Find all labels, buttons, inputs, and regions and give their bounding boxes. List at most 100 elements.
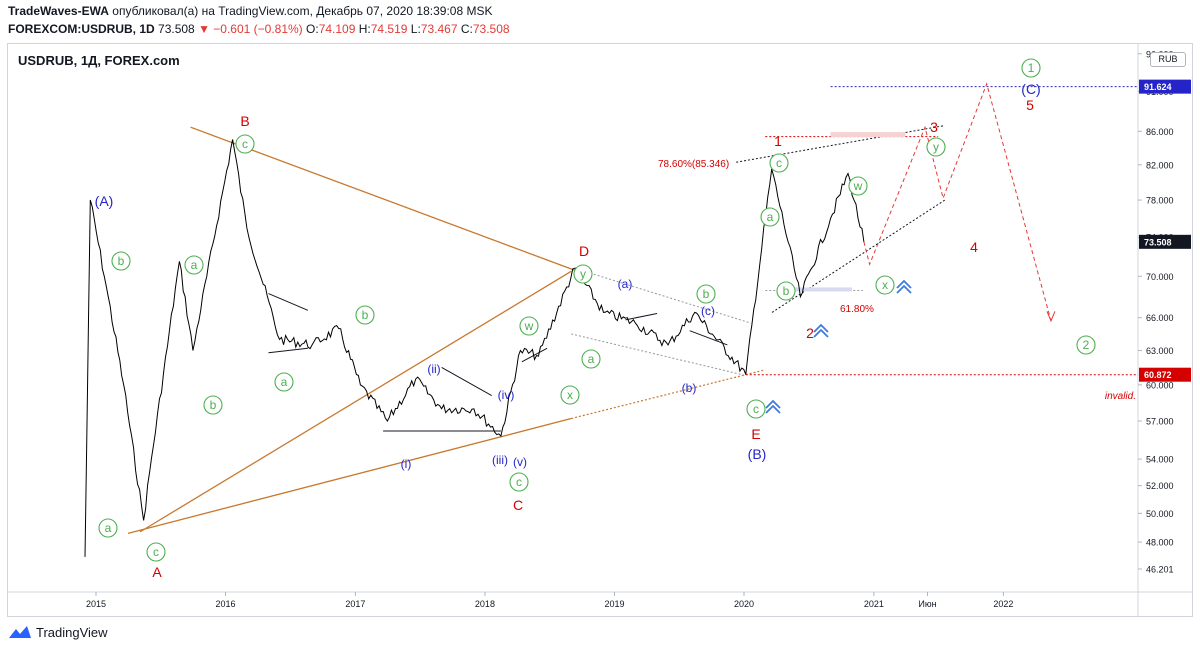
- wave-label-x-circle: [560, 385, 580, 405]
- projection-path: [863, 82, 1052, 322]
- wave-label-c-circle: [235, 134, 255, 154]
- projection-arrow-icon: [1046, 311, 1056, 323]
- close-value: 73.508: [472, 22, 510, 36]
- fib-618-label: 61.80%: [840, 304, 874, 315]
- y-tick-label: 48.000: [1146, 538, 1174, 548]
- symbol-info: FOREXCOM:USDRUB, 1D 73.508 ▼ −0.601 (−0.…: [8, 22, 510, 36]
- wave-label-c-circle: [509, 472, 529, 492]
- wave-label-y: y: [580, 267, 586, 281]
- wave-label-a-circle: [760, 207, 780, 227]
- chevron-up-icon: [813, 323, 829, 338]
- x-tick-label: 2022: [993, 599, 1013, 609]
- wave-label-3-red: 3: [930, 119, 938, 135]
- wave-label-b-circle: [696, 284, 716, 304]
- wave-label-y: y: [933, 140, 939, 154]
- wedge-lower-line: [771, 199, 946, 313]
- y-tick-label: 50.000: [1146, 509, 1174, 519]
- y-tick-label: 52.000: [1146, 481, 1174, 491]
- chart-title: USDRUB, 1Д, FOREX.com: [18, 53, 180, 68]
- price-tag: [1139, 367, 1191, 382]
- price-tag-label: 73.508: [1144, 237, 1172, 247]
- triangle-b-line: [190, 126, 575, 271]
- wave-label-pb: (b): [682, 381, 697, 395]
- price-tag: [1139, 234, 1191, 249]
- wave-label-w-circle: [519, 316, 539, 336]
- small-triangle-line: [689, 330, 728, 346]
- high-label: H:: [358, 22, 371, 36]
- wave-label-i: (i): [401, 457, 412, 471]
- wave-label-a: a: [281, 375, 288, 389]
- wave-label-b-circle: [203, 395, 223, 415]
- wave-label-b-circle: [355, 305, 375, 325]
- author-name[interactable]: TradeWaves-EWA: [8, 4, 109, 18]
- close-label: C:: [460, 22, 473, 36]
- fib-618-band: [786, 287, 852, 292]
- wave-label-x-circle: [875, 275, 895, 295]
- channel-lower-line: [571, 333, 746, 377]
- brand-name[interactable]: TradingView: [36, 624, 108, 640]
- wave-label-ii: (ii): [427, 362, 440, 376]
- wave-label-b: b: [118, 254, 125, 268]
- wave-label-2-red: 2: [806, 325, 814, 341]
- wave-label-2: 2: [1083, 338, 1090, 352]
- wave-label-x: x: [882, 278, 888, 292]
- wedge-upper-line: [736, 125, 945, 163]
- wave-label-iv: (iv): [498, 388, 515, 402]
- invalid-label: invalid.: [1105, 391, 1136, 402]
- small-triangle-line: [625, 312, 658, 321]
- wave-label-a: a: [767, 210, 774, 224]
- price-tag-label: 91.624: [1144, 82, 1172, 92]
- x-tick-label: 2019: [604, 599, 624, 609]
- wave-label-b-circle: [111, 251, 131, 271]
- x-tick-label: 2018: [475, 599, 495, 609]
- low-label: L:: [410, 22, 421, 36]
- chevron-up-icon: [765, 399, 781, 414]
- currency-button[interactable]: RUB: [1150, 52, 1186, 67]
- wave-label-a-circle: [274, 372, 294, 392]
- small-triangle-line: [268, 347, 308, 354]
- wave-label-1-red: 1: [774, 133, 782, 149]
- open-value: 74.109: [318, 22, 356, 36]
- price-change: ▼ −0.601 (−0.81%): [198, 22, 303, 36]
- y-tick-label: 66.000: [1146, 313, 1174, 323]
- triangle-lower-dotted: [571, 369, 766, 420]
- fib-786-band: [830, 132, 906, 138]
- wave-label-x: x: [567, 388, 573, 402]
- wave-label-pa: (a): [618, 277, 633, 291]
- triangle-upper-line: [139, 270, 572, 533]
- wave-label-a-circle: [98, 518, 118, 538]
- price-tag-label: 60.872: [1144, 370, 1172, 380]
- wave-label-c: c: [242, 137, 248, 151]
- y-tick-label: 82.000: [1146, 160, 1174, 170]
- x-tick-label: 2017: [345, 599, 365, 609]
- wave-label-c: c: [516, 475, 522, 489]
- price-series-line[interactable]: [84, 139, 865, 557]
- y-tick-label: 70.000: [1146, 272, 1174, 282]
- wave-label-v: (v): [513, 455, 527, 469]
- y-tick-label: 46.201: [1146, 564, 1174, 574]
- price-chart[interactable]: 46.201 48.000 50.000 52.000 54.000 57.000 60.0…: [8, 44, 1193, 616]
- wave-label-D: D: [579, 243, 589, 259]
- wave-label-a: a: [191, 258, 198, 272]
- y-tick-label: 63.000: [1146, 346, 1174, 356]
- wave-label-iii: (iii): [492, 453, 508, 467]
- wave-label-c-circle: [769, 153, 789, 173]
- wave-label-y-circle: [926, 137, 946, 157]
- wave-label-c-circle: [746, 399, 766, 419]
- wave-label-A: A: [152, 564, 162, 580]
- publish-info: TradeWaves-EWA опубликовал(а) на Trading…: [8, 4, 492, 18]
- wave-label-b: b: [210, 398, 217, 412]
- tradingview-logo-icon[interactable]: [8, 624, 32, 640]
- last-price: 73.508: [158, 22, 195, 36]
- wave-label-a-circle: [581, 349, 601, 369]
- wave-label-b: b: [783, 284, 790, 298]
- wave-label-C: C: [513, 497, 523, 513]
- open-label: O:: [306, 22, 319, 36]
- wave-label-1: 1: [1028, 61, 1035, 75]
- wave-label-a-circle: [184, 255, 204, 275]
- triangle-lower-line: [127, 417, 572, 534]
- wave-label-B-upper: (B): [748, 446, 767, 462]
- wave-label-pc: (c): [701, 304, 715, 318]
- fib-786-label: 78.60%(85.346): [658, 159, 729, 170]
- wave-label-A-upper: (A): [95, 193, 114, 209]
